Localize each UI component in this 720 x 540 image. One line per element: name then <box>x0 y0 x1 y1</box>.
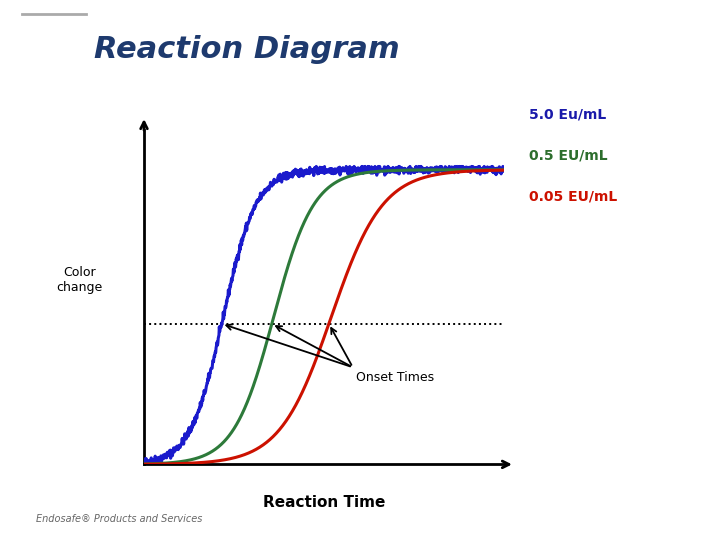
Text: Reaction Diagram: Reaction Diagram <box>94 35 399 64</box>
Text: 0.5 EU/mL: 0.5 EU/mL <box>529 148 608 163</box>
Text: Onset Times: Onset Times <box>356 370 435 383</box>
Text: 5.0 Eu/mL: 5.0 Eu/mL <box>529 108 606 122</box>
Text: 0.05 EU/mL: 0.05 EU/mL <box>529 189 618 203</box>
Text: Endosafe® Products and Services: Endosafe® Products and Services <box>36 514 202 524</box>
Text: Reaction Time: Reaction Time <box>263 495 385 510</box>
Text: Color
change: Color change <box>56 266 102 294</box>
